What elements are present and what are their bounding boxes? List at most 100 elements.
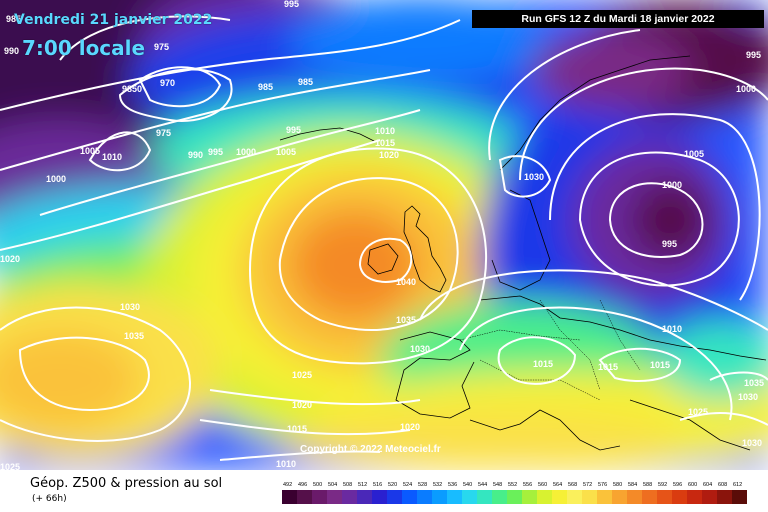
legend-swatch	[642, 490, 657, 504]
legend-tick-label: 540	[463, 482, 472, 488]
isobar-label: 1030	[120, 302, 140, 312]
legend-tick-labels: 492 496 500 504 508 512 516 520 524 528 532 536 540 5…	[283, 482, 742, 488]
isobar-label: 1040	[396, 277, 416, 287]
isobar-label: 1005	[684, 149, 704, 159]
isobar-label: 1020	[400, 422, 420, 432]
color-scale-legend: 492 496 500 504 508 512 516 520 524 528 532 536 540 5…	[282, 482, 747, 504]
legend-tick-label: 548	[493, 482, 502, 488]
legend-tick-label: 588	[643, 482, 652, 488]
legend-tick-label: 576	[598, 482, 607, 488]
legend-swatch	[312, 490, 327, 504]
map-title: Géop. Z500 & pression au sol	[30, 476, 223, 491]
isobars	[0, 15, 768, 461]
isobar-label: 1030	[524, 172, 544, 182]
legend-tick-label: 492	[283, 482, 292, 488]
forecast-offset: (+ 66h)	[32, 494, 67, 504]
legend-swatch	[387, 490, 402, 504]
isobar-label: 1035	[396, 315, 416, 325]
legend-swatch	[297, 490, 312, 504]
isobar-labels: 995 985 990 975 970 9850 975 985 985 100…	[0, 0, 764, 470]
legend-tick-label: 592	[658, 482, 667, 488]
legend-tick-label: 580	[613, 482, 622, 488]
legend-tick-label: 560	[538, 482, 547, 488]
isobar-label: 1030	[410, 344, 430, 354]
legend-swatch	[687, 490, 702, 504]
legend-tick-label: 520	[388, 482, 397, 488]
legend-tick-label: 596	[673, 482, 682, 488]
legend-tick-label: 584	[628, 482, 637, 488]
geopotential-field	[0, 0, 768, 470]
legend-tick-label: 544	[478, 482, 487, 488]
legend-swatch	[597, 490, 612, 504]
legend-tick-label: 556	[523, 482, 532, 488]
isobar-label: 1015	[287, 424, 307, 434]
isobar-label: 1000	[736, 84, 756, 94]
legend-swatch	[402, 490, 417, 504]
legend-tick-label: 512	[358, 482, 367, 488]
legend-tick-label: 500	[313, 482, 322, 488]
legend-swatch	[672, 490, 687, 504]
legend-swatch	[702, 490, 717, 504]
isobar-label: 1030	[742, 438, 762, 448]
legend-tick-label: 532	[433, 482, 442, 488]
legend-swatch	[552, 490, 567, 504]
legend-swatch	[567, 490, 582, 504]
isobar-label: 1000	[236, 147, 256, 157]
forecast-time: 7:00 locale	[22, 36, 146, 60]
isobar-label: 1035	[744, 378, 764, 388]
isobar-label: 975	[156, 128, 171, 138]
legend-swatch	[327, 490, 342, 504]
isobar-label: 1000	[662, 180, 682, 190]
copyright-text: Copyright © 2022 Meteociel.fr	[300, 444, 441, 455]
legend-tick-label: 508	[343, 482, 352, 488]
isobar-label: 990	[188, 150, 203, 160]
isobar-label: 9850	[122, 84, 142, 94]
legend-tick-label: 516	[373, 482, 382, 488]
legend-tick-label: 504	[328, 482, 337, 488]
isobar-label: 985	[298, 77, 313, 87]
isobar-label: 1025	[292, 370, 312, 380]
isobar-label: 990	[4, 46, 19, 56]
isobar-label: 1015	[650, 360, 670, 370]
isobar-label: 995	[746, 50, 761, 60]
isobar-label: 1010	[662, 324, 682, 334]
isobar-label: 995	[208, 147, 223, 157]
legend-tick-label: 552	[508, 482, 517, 488]
legend-tick-label: 496	[298, 482, 307, 488]
legend-swatch	[537, 490, 552, 504]
legend-swatch	[282, 490, 297, 504]
forecast-date: Vendredi 21 janvier 2022	[14, 12, 213, 28]
model-run-banner: Run GFS 12 Z du Mardi 18 janvier 2022	[472, 10, 764, 28]
isobar-label: 1030	[738, 392, 758, 402]
isobar-label: 1010	[102, 152, 122, 162]
legend-swatch	[432, 490, 447, 504]
legend-tick-label: 528	[418, 482, 427, 488]
legend-tick-label: 608	[718, 482, 727, 488]
legend-swatch	[492, 490, 507, 504]
legend-tick-label: 600	[688, 482, 697, 488]
legend-swatch	[612, 490, 627, 504]
isobar-label: 1005	[276, 147, 296, 157]
isobar-label: 1035	[124, 331, 144, 341]
legend-swatch	[717, 490, 732, 504]
legend-swatch	[627, 490, 642, 504]
isobar-label: 975	[154, 42, 169, 52]
legend-swatch	[582, 490, 597, 504]
isobar-label: 995	[662, 239, 677, 249]
isobar-label: 1000	[46, 174, 66, 184]
isobar-label: 995	[286, 125, 301, 135]
isobar-label: 970	[160, 78, 175, 88]
legend-swatch	[732, 490, 747, 504]
legend-swatch	[357, 490, 372, 504]
borders	[459, 299, 641, 401]
legend-swatch	[507, 490, 522, 504]
isobar-label: 1020	[0, 254, 20, 264]
legend-swatch	[657, 490, 672, 504]
isobar-label: 1020	[379, 150, 399, 160]
isobar-label: 1015	[375, 138, 395, 148]
isobar-label: 1020	[292, 400, 312, 410]
legend-swatches	[282, 490, 747, 504]
isobar-label: 1010	[276, 459, 296, 469]
legend-swatch	[462, 490, 477, 504]
